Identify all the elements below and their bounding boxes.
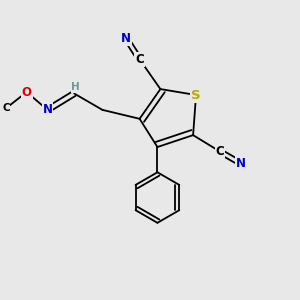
Text: N: N	[236, 157, 246, 170]
Text: N: N	[43, 103, 52, 116]
Text: C: C	[215, 145, 224, 158]
Text: C: C	[135, 53, 144, 66]
Text: C: C	[2, 103, 10, 113]
Text: O: O	[22, 85, 32, 98]
Text: S: S	[191, 88, 201, 101]
Text: N: N	[121, 32, 131, 45]
Text: H: H	[71, 82, 80, 92]
